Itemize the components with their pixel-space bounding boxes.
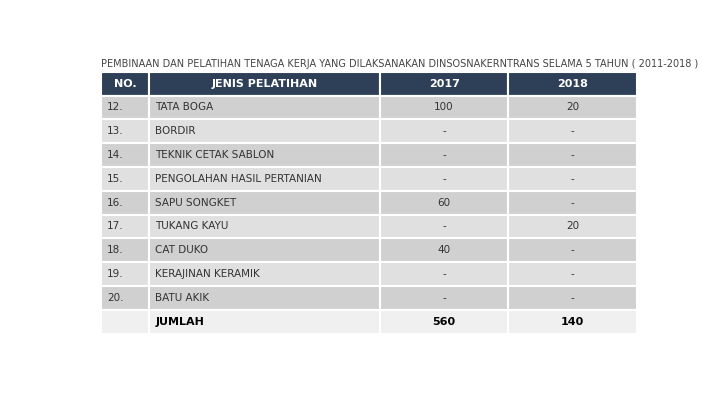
Text: 60: 60 — [438, 198, 451, 208]
Text: TEKNIK CETAK SABLON: TEKNIK CETAK SABLON — [156, 150, 274, 160]
Text: TUKANG KAYU: TUKANG KAYU — [156, 222, 229, 231]
Bar — [508, 167, 637, 191]
Bar — [149, 286, 379, 310]
Text: 20: 20 — [566, 102, 580, 113]
Text: KERAJINAN KERAMIK: KERAJINAN KERAMIK — [156, 269, 260, 279]
Text: BATU AKIK: BATU AKIK — [156, 293, 210, 303]
Text: PENGOLAHAN HASIL PERTANIAN: PENGOLAHAN HASIL PERTANIAN — [156, 174, 322, 184]
Bar — [101, 191, 149, 215]
Text: TATA BOGA: TATA BOGA — [156, 102, 214, 113]
Bar — [379, 215, 508, 238]
Bar — [101, 119, 149, 143]
Text: 18.: 18. — [107, 245, 124, 255]
Text: JUMLAH: JUMLAH — [156, 317, 204, 326]
Bar — [508, 238, 637, 262]
Text: SAPU SONGKET: SAPU SONGKET — [156, 198, 237, 208]
Text: 16.: 16. — [107, 198, 124, 208]
Bar — [379, 238, 508, 262]
Text: -: - — [442, 126, 446, 136]
Text: 100: 100 — [434, 102, 454, 113]
Bar — [101, 72, 149, 96]
Bar — [149, 262, 379, 286]
Bar — [508, 286, 637, 310]
Bar — [149, 167, 379, 191]
Text: 19.: 19. — [107, 269, 124, 279]
Text: -: - — [571, 293, 575, 303]
Bar — [379, 72, 508, 96]
Text: 20.: 20. — [107, 293, 124, 303]
Bar — [508, 96, 637, 119]
Text: 12.: 12. — [107, 102, 124, 113]
Text: -: - — [442, 174, 446, 184]
Text: BORDIR: BORDIR — [156, 126, 196, 136]
Text: 17.: 17. — [107, 222, 124, 231]
Bar — [149, 143, 379, 167]
Text: 2018: 2018 — [557, 79, 588, 89]
Text: 2017: 2017 — [428, 79, 459, 89]
Bar — [149, 310, 379, 333]
Bar — [101, 96, 149, 119]
Text: -: - — [442, 222, 446, 231]
Bar — [149, 215, 379, 238]
Text: -: - — [442, 269, 446, 279]
Text: -: - — [571, 269, 575, 279]
Text: 560: 560 — [433, 317, 456, 326]
Bar — [379, 167, 508, 191]
Text: -: - — [442, 293, 446, 303]
Bar — [508, 143, 637, 167]
Text: -: - — [571, 245, 575, 255]
Bar — [101, 215, 149, 238]
Text: -: - — [571, 126, 575, 136]
Bar — [101, 143, 149, 167]
Text: -: - — [571, 174, 575, 184]
Bar — [508, 72, 637, 96]
Bar — [149, 119, 379, 143]
Text: NO.: NO. — [114, 79, 136, 89]
Bar — [149, 191, 379, 215]
Bar — [101, 238, 149, 262]
Bar — [379, 143, 508, 167]
Bar — [379, 262, 508, 286]
Text: PEMBINAAN DAN PELATIHAN TENAGA KERJA YANG DILAKSANAKAN DINSOSNAKERNTRANS SELAMA : PEMBINAAN DAN PELATIHAN TENAGA KERJA YAN… — [101, 60, 698, 69]
Bar — [508, 119, 637, 143]
Text: JENIS PELATIHAN: JENIS PELATIHAN — [212, 79, 318, 89]
Text: CAT DUKO: CAT DUKO — [156, 245, 209, 255]
Bar — [379, 310, 508, 333]
Text: 14.: 14. — [107, 150, 124, 160]
Text: -: - — [571, 198, 575, 208]
Text: -: - — [571, 150, 575, 160]
Bar — [508, 191, 637, 215]
Text: 40: 40 — [438, 245, 451, 255]
Bar — [101, 286, 149, 310]
Bar — [508, 310, 637, 333]
Bar — [101, 310, 149, 333]
Text: 20: 20 — [566, 222, 580, 231]
Text: 140: 140 — [561, 317, 585, 326]
Bar — [149, 238, 379, 262]
Bar — [149, 96, 379, 119]
Bar — [508, 215, 637, 238]
Bar — [101, 262, 149, 286]
Bar — [379, 286, 508, 310]
Bar — [101, 167, 149, 191]
Bar — [508, 262, 637, 286]
Bar — [379, 119, 508, 143]
Bar — [149, 72, 379, 96]
Bar — [379, 96, 508, 119]
Text: 13.: 13. — [107, 126, 124, 136]
Text: 15.: 15. — [107, 174, 124, 184]
Bar — [379, 191, 508, 215]
Text: -: - — [442, 150, 446, 160]
